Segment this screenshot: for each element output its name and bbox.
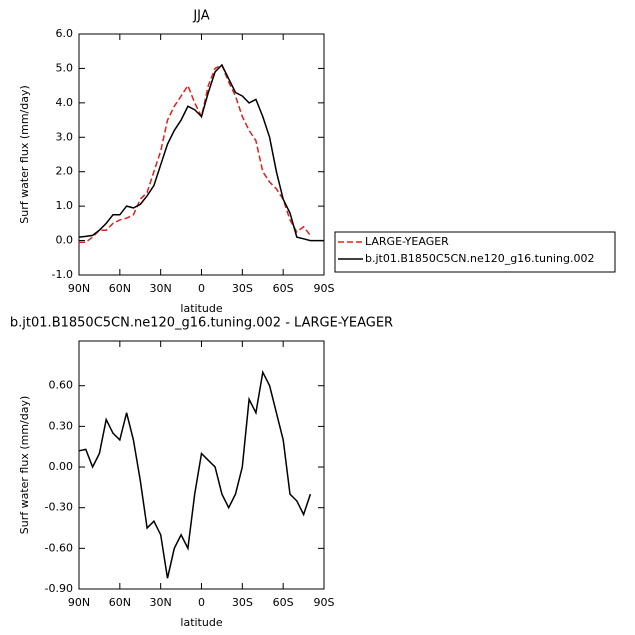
y-tick-label: -0.60: [45, 541, 73, 554]
plot-frame: [78, 340, 325, 590]
x-tick-label: 0: [198, 596, 205, 609]
plot-frame: [78, 33, 325, 276]
y-tick-label: 1.0: [56, 199, 74, 212]
x-tick-label: 30N: [150, 596, 172, 609]
y-tick-label: 4.0: [56, 96, 74, 109]
x-tick-label: 60S: [273, 282, 294, 295]
x-tick-label: 60N: [109, 596, 131, 609]
y-tick-label: -0.30: [45, 501, 73, 514]
y-tick-label: 0.60: [49, 379, 74, 392]
data-line: [78, 63, 324, 242]
x-tick-label: 0: [198, 282, 205, 295]
chart-title: JJA: [192, 9, 209, 24]
x-tick-label: 30S: [232, 596, 253, 609]
x-tick-label: 30S: [232, 282, 253, 295]
data-line: [78, 369, 312, 579]
x-tick-label: 60N: [109, 282, 131, 295]
legend-box: [334, 231, 616, 273]
x-tick-label: 90S: [314, 596, 335, 609]
x-tick-label: 90N: [68, 282, 90, 295]
x-tick-label: 60S: [273, 596, 294, 609]
y-axis-label: Surf water flux (mm/day): [18, 85, 31, 224]
x-axis-label: latitude: [180, 302, 222, 315]
chart-title: b.jt01.B1850C5CN.ne120_g16.tuning.002 - …: [10, 316, 393, 331]
x-tick-label: 90N: [68, 596, 90, 609]
data-line: [79, 63, 311, 244]
y-tick-label: 0.0: [56, 234, 74, 247]
x-tick-label: 30N: [150, 282, 172, 295]
y-tick-label: 3.0: [56, 130, 74, 143]
legend-label: LARGE-YEAGER: [365, 235, 449, 248]
y-tick-label: -1.0: [52, 268, 73, 281]
y-axis-label: Surf water flux (mm/day): [18, 396, 31, 535]
x-tick-label: 90S: [314, 282, 335, 295]
y-tick-label: 0.30: [49, 419, 74, 432]
y-tick-label: -0.90: [45, 582, 73, 595]
y-tick-label: 6.0: [56, 27, 74, 40]
y-tick-label: 5.0: [56, 61, 74, 74]
legend-label: b.jt01.B1850C5CN.ne120_g16.tuning.002: [365, 252, 594, 265]
y-tick-label: 0.00: [49, 460, 74, 473]
y-tick-label: 2.0: [56, 165, 74, 178]
x-axis-label: latitude: [180, 616, 222, 629]
